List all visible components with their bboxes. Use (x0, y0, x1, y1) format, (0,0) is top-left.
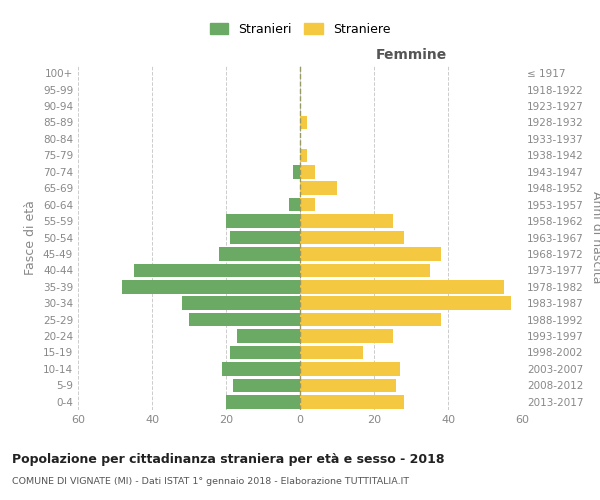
Bar (300, 280, 503, 293)
Bar (300, 148, 307, 162)
Bar (230, 231, 300, 244)
Bar (300, 165, 315, 178)
Y-axis label: Anni di nascita: Anni di nascita (590, 191, 600, 284)
Bar (218, 247, 300, 260)
Bar (226, 214, 300, 228)
Bar (223, 362, 300, 376)
Bar (300, 330, 392, 343)
Bar (226, 395, 300, 408)
Text: Femmine: Femmine (376, 48, 446, 62)
Text: COMUNE DI VIGNATE (MI) - Dati ISTAT 1° gennaio 2018 - Elaborazione TUTTITALIA.IT: COMUNE DI VIGNATE (MI) - Dati ISTAT 1° g… (12, 478, 409, 486)
Bar (189, 313, 300, 326)
Bar (300, 378, 396, 392)
Bar (233, 378, 300, 392)
Bar (300, 296, 511, 310)
Bar (237, 330, 300, 343)
Bar (300, 247, 440, 260)
Bar (300, 313, 440, 326)
Bar (293, 165, 300, 178)
Bar (300, 362, 400, 376)
Bar (133, 264, 300, 277)
Bar (300, 395, 404, 408)
Legend: Stranieri, Straniere: Stranieri, Straniere (209, 23, 391, 36)
Bar (300, 346, 363, 359)
Bar (182, 296, 300, 310)
Bar (300, 116, 307, 129)
Bar (230, 346, 300, 359)
Bar (122, 280, 300, 293)
Y-axis label: Fasce di età: Fasce di età (25, 200, 37, 275)
Bar (300, 214, 392, 228)
Bar (300, 198, 315, 211)
Bar (300, 264, 430, 277)
Bar (289, 198, 300, 211)
Bar (300, 182, 337, 195)
Bar (300, 231, 404, 244)
Text: Popolazione per cittadinanza straniera per età e sesso - 2018: Popolazione per cittadinanza straniera p… (12, 452, 445, 466)
